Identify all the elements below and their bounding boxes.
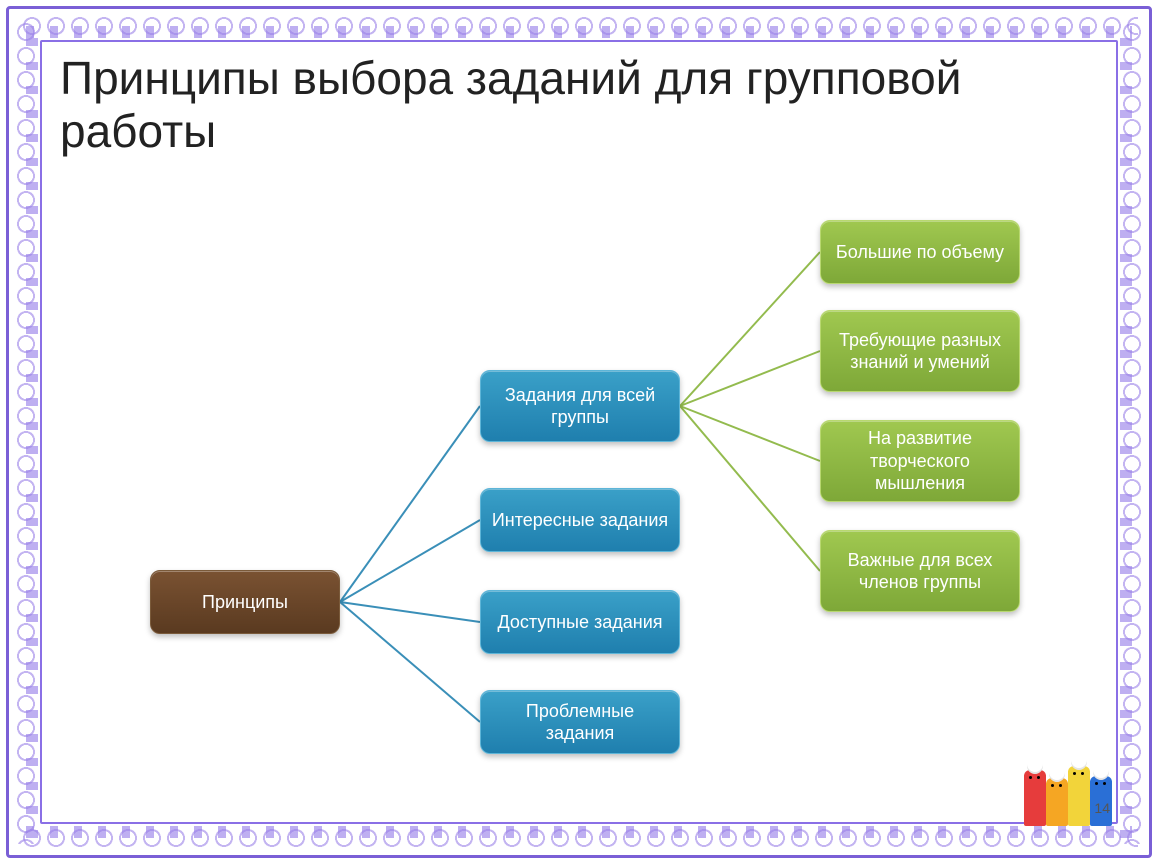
node-g1: Большие по объему (820, 220, 1020, 284)
node-g4: Важные для всех членов группы (820, 530, 1020, 612)
page-number: 14 (1094, 800, 1110, 816)
slide-title: Принципы выбора заданий для групповой ра… (60, 52, 1098, 158)
edge-root-b4 (340, 602, 480, 722)
edge-b1-g3 (680, 406, 820, 461)
node-root: Принципы (150, 570, 340, 634)
edge-b1-g1 (680, 252, 820, 406)
node-b2: Интересные задания (480, 488, 680, 552)
edge-b1-g2 (680, 351, 820, 406)
edge-root-b3 (340, 602, 480, 622)
edge-b1-g4 (680, 406, 820, 571)
node-g2: Требующие разных знаний и умений (820, 310, 1020, 392)
node-b4: Проблемные задания (480, 690, 680, 754)
node-b3: Доступные задания (480, 590, 680, 654)
hierarchy-diagram: Принципы Задания для всей группы Интересны… (60, 190, 1098, 804)
node-g3: На развитие творческого мышления (820, 420, 1020, 502)
node-b1: Задания для всей группы (480, 370, 680, 442)
edge-root-b2 (340, 520, 480, 602)
edge-root-b1 (340, 406, 480, 602)
